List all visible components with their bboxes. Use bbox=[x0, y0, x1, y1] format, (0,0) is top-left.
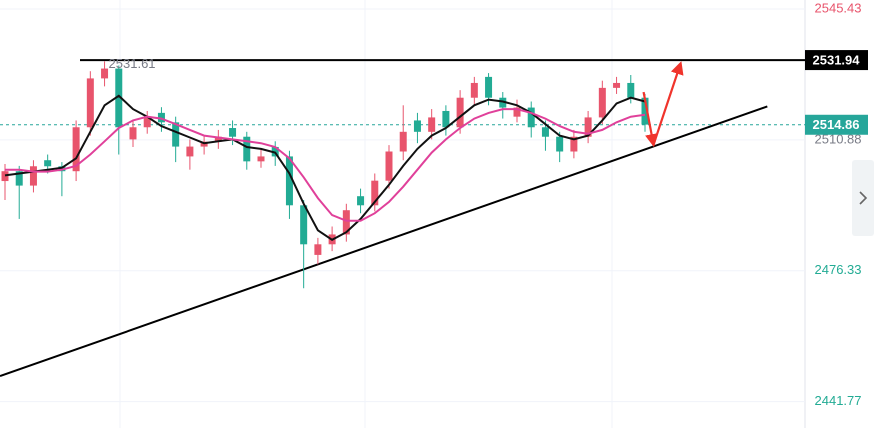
candle-body bbox=[627, 82, 635, 98]
candle-body bbox=[442, 110, 450, 128]
y-tick-label: 2476.33 bbox=[815, 262, 862, 277]
candle-body bbox=[1, 171, 9, 182]
candle-body bbox=[399, 131, 407, 152]
candle-body bbox=[456, 97, 464, 128]
resistance-price-label: 2531.94 bbox=[813, 53, 861, 68]
forecast-arrow bbox=[652, 61, 684, 146]
candle-body bbox=[513, 107, 521, 117]
candle-body bbox=[428, 117, 436, 132]
candle-body bbox=[342, 210, 350, 235]
candle-body bbox=[470, 82, 478, 98]
resistance-price-box bbox=[805, 50, 868, 71]
last-price-box bbox=[805, 114, 868, 135]
candle-body bbox=[499, 97, 507, 108]
candle-body bbox=[29, 166, 37, 186]
candle-body bbox=[44, 160, 52, 167]
candle-body bbox=[541, 127, 549, 137]
candle-body bbox=[86, 78, 94, 128]
candle-body bbox=[115, 68, 123, 128]
moving-average-line bbox=[5, 108, 646, 222]
candle-body bbox=[556, 136, 564, 152]
high-label: 2531.61 bbox=[109, 56, 156, 71]
candle-body bbox=[371, 180, 379, 206]
candle-body bbox=[285, 156, 293, 206]
candle-body bbox=[527, 107, 535, 128]
candle-body bbox=[570, 136, 578, 152]
candle-body bbox=[243, 136, 251, 162]
candle-body bbox=[172, 122, 180, 147]
trend-line bbox=[0, 105, 768, 378]
candle-body bbox=[72, 127, 80, 172]
candle-body bbox=[641, 97, 649, 125]
candle-body bbox=[229, 128, 237, 137]
y-tick-label: 2545.43 bbox=[815, 0, 862, 15]
candle-body bbox=[129, 127, 137, 140]
candle-body bbox=[300, 205, 308, 245]
collapse-button[interactable] bbox=[852, 160, 874, 236]
candle-body bbox=[257, 156, 265, 162]
moving-average-line bbox=[4, 94, 646, 241]
y-tick-label: 2510.88 bbox=[815, 131, 862, 146]
candle-body bbox=[186, 146, 194, 157]
candle-body bbox=[143, 117, 151, 128]
chevron-icon[interactable] bbox=[859, 191, 868, 205]
collapse-button-bg[interactable] bbox=[852, 160, 874, 236]
candle-body bbox=[413, 120, 421, 132]
candle-body bbox=[101, 68, 109, 79]
candle-body bbox=[598, 87, 606, 118]
candle-body bbox=[314, 244, 322, 255]
candle-body bbox=[584, 117, 592, 137]
candle-body bbox=[214, 136, 222, 142]
forecast-arrow bbox=[642, 91, 659, 148]
candle-body bbox=[357, 196, 365, 206]
candle-body bbox=[15, 171, 23, 186]
y-tick-label: 2441.77 bbox=[815, 393, 862, 408]
candle-body bbox=[385, 151, 393, 181]
last-price-label: 2514.86 bbox=[813, 117, 860, 132]
candle-body bbox=[485, 76, 493, 98]
candle-body bbox=[613, 82, 621, 88]
